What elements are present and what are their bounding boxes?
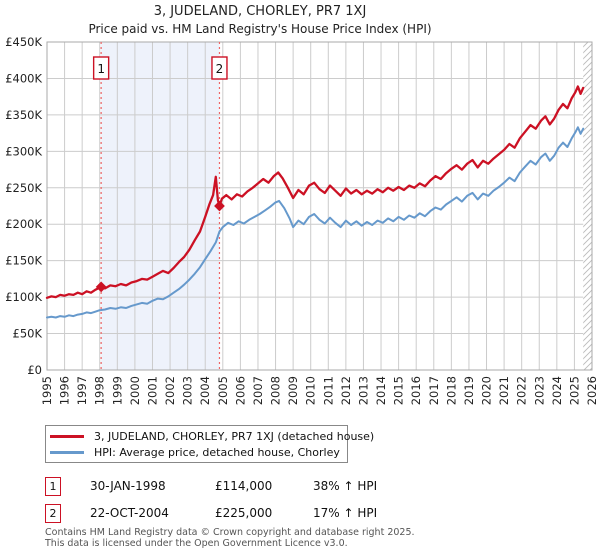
x-tick-label: 2011 bbox=[321, 376, 335, 405]
sale-marker-diamond bbox=[95, 281, 107, 293]
y-tick-label: £50K bbox=[13, 327, 43, 341]
plot-border bbox=[46, 41, 593, 371]
x-tick-label: 2007 bbox=[251, 376, 265, 405]
sale-2-price: £225,000 bbox=[215, 506, 273, 520]
sale-1-vs-hpi: 38% ↑ HPI bbox=[313, 479, 378, 493]
sale-row-1: 1 30-JAN-1998 £114,000 38% ↑ HPI bbox=[0, 477, 600, 497]
x-tick-label: 2026 bbox=[585, 376, 599, 405]
chart-legend: 3, JUDELAND, CHORLEY, PR7 1XJ (detached … bbox=[45, 425, 374, 463]
price-paid-series-line bbox=[45, 85, 585, 299]
y-tick-label: £0 bbox=[27, 363, 42, 377]
x-tick-label: 2023 bbox=[532, 376, 546, 405]
hpi-line-sample bbox=[50, 450, 84, 454]
x-tick-label: 2009 bbox=[286, 376, 300, 405]
x-tick-label: 2024 bbox=[550, 376, 564, 405]
x-tick-label: 2003 bbox=[181, 376, 195, 405]
footer-line-2: This data is licensed under the Open Gov… bbox=[45, 538, 348, 549]
x-tick-label: 2002 bbox=[163, 376, 177, 405]
license-footer: Contains HM Land Registry data © Crown c… bbox=[45, 527, 415, 549]
sale-row-2: 2 22-OCT-2004 £225,000 17% ↑ HPI bbox=[0, 504, 600, 524]
legend-label-price-paid: 3, JUDELAND, CHORLEY, PR7 1XJ (detached … bbox=[94, 429, 375, 443]
y-tick-label: £200K bbox=[5, 217, 42, 231]
future-hatched-band bbox=[583, 42, 592, 370]
x-tick-label: 2010 bbox=[304, 376, 318, 405]
x-tick-label: 2018 bbox=[444, 376, 458, 405]
x-tick-label: 2014 bbox=[374, 376, 388, 405]
sale-1-number-badge: 1 bbox=[45, 477, 61, 496]
sale-2-vs-hpi: 17% ↑ HPI bbox=[313, 506, 378, 520]
page-subtitle: Price paid vs. HM Land Registry's House … bbox=[88, 22, 432, 36]
x-tick-label: 2008 bbox=[269, 376, 283, 405]
sale-2-number-badge: 2 bbox=[45, 504, 61, 523]
x-tick-label: 2006 bbox=[233, 376, 247, 405]
x-tick-label: 2001 bbox=[145, 376, 159, 405]
price-line-sample bbox=[50, 434, 84, 438]
x-tick-label: 1998 bbox=[93, 376, 107, 405]
x-tick-label: 2012 bbox=[339, 376, 353, 405]
x-tick-label: 2022 bbox=[515, 376, 529, 405]
y-tick-label: £100K bbox=[5, 290, 42, 304]
sale-marker-diamond bbox=[214, 200, 225, 212]
x-tick-label: 2000 bbox=[128, 376, 142, 405]
legend-label-hpi: HPI: Average price, detached house, Chor… bbox=[94, 445, 340, 459]
sale-2-date: 22-OCT-2004 bbox=[90, 506, 169, 520]
between-sales-shaded-band bbox=[101, 42, 220, 370]
legend-item-price-paid: 3, JUDELAND, CHORLEY, PR7 1XJ (detached … bbox=[46, 430, 374, 443]
sale-number-box bbox=[211, 56, 228, 80]
hpi-series-line bbox=[46, 126, 585, 319]
x-tick-label: 2025 bbox=[567, 376, 581, 405]
sale-number-box-label: 1 bbox=[97, 62, 105, 76]
sale-number-box-label: 2 bbox=[216, 62, 224, 76]
x-tick-label: 1996 bbox=[58, 376, 72, 405]
y-tick-label: £450K bbox=[5, 35, 42, 49]
sale-1-date: 30-JAN-1998 bbox=[90, 479, 166, 493]
y-tick-label: £400K bbox=[5, 71, 42, 85]
x-tick-label: 2017 bbox=[427, 376, 441, 405]
x-tick-label: 2004 bbox=[198, 376, 212, 405]
sale-number-box bbox=[92, 56, 110, 80]
x-tick-label: 1995 bbox=[40, 376, 54, 405]
y-tick-label: £350K bbox=[5, 108, 42, 122]
x-tick-label: 2019 bbox=[462, 376, 476, 405]
y-tick-label: £300K bbox=[5, 144, 42, 158]
x-tick-label: 2016 bbox=[409, 376, 423, 405]
x-tick-label: 2021 bbox=[497, 376, 511, 405]
y-tick-label: £150K bbox=[5, 254, 42, 268]
x-tick-label: 2005 bbox=[216, 376, 230, 405]
page-title: 3, JUDELAND, CHORLEY, PR7 1XJ bbox=[153, 4, 367, 19]
footer-line-1: Contains HM Land Registry data © Crown c… bbox=[45, 527, 415, 538]
x-tick-label: 1999 bbox=[110, 376, 124, 405]
x-tick-label: 2020 bbox=[480, 376, 494, 405]
price-history-chart: 1 2 £450K £400K £350K £300K £250K £200K £150K £10… bbox=[5, 35, 599, 405]
x-tick-label: 1997 bbox=[75, 376, 89, 405]
y-tick-label: £250K bbox=[5, 181, 42, 195]
legend-item-hpi: HPI: Average price, detached house, Chor… bbox=[46, 446, 347, 459]
x-tick-label: 2015 bbox=[392, 376, 406, 405]
x-tick-label: 2013 bbox=[356, 376, 370, 405]
sale-1-price: £114,000 bbox=[215, 479, 273, 493]
